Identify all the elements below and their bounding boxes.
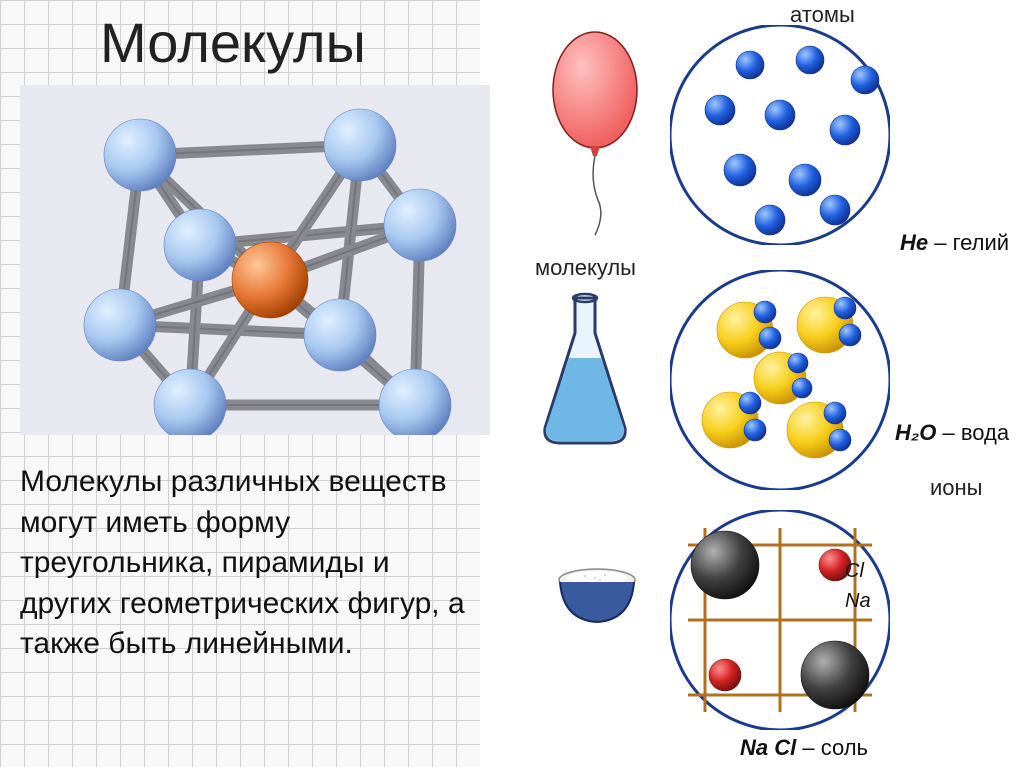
description-block: Молекулы различных веществ могут иметь ф… xyxy=(20,462,480,665)
particles-column: атомы He – гелий молекулы H₂O – вода ион… xyxy=(500,0,1024,767)
crystal-lattice-diagram xyxy=(20,85,490,435)
flask-icon xyxy=(535,288,645,458)
nacl-ions-circle xyxy=(670,510,890,730)
molecules-label: молекулы xyxy=(535,255,636,281)
water-svg xyxy=(670,270,890,490)
nacl-label: Na Cl – соль xyxy=(740,735,868,761)
lattice-svg xyxy=(20,85,490,435)
title-block: Молекулы xyxy=(100,10,366,75)
helium-svg xyxy=(670,25,890,245)
description-text: Молекулы различных веществ могут иметь ф… xyxy=(20,462,480,665)
water-label: H₂O – вода xyxy=(895,420,1009,446)
helium-atoms-circle xyxy=(670,25,890,245)
na-label: Na xyxy=(845,590,871,613)
page-title: Молекулы xyxy=(100,10,366,75)
ions-label: ионы xyxy=(930,475,983,501)
helium-label: He – гелий xyxy=(900,230,1009,256)
salt-bowl-icon xyxy=(545,560,655,650)
cl-label: Cl xyxy=(845,560,864,583)
nacl-svg xyxy=(670,510,890,730)
balloon-icon xyxy=(540,20,660,240)
water-molecules-circle xyxy=(670,270,890,490)
